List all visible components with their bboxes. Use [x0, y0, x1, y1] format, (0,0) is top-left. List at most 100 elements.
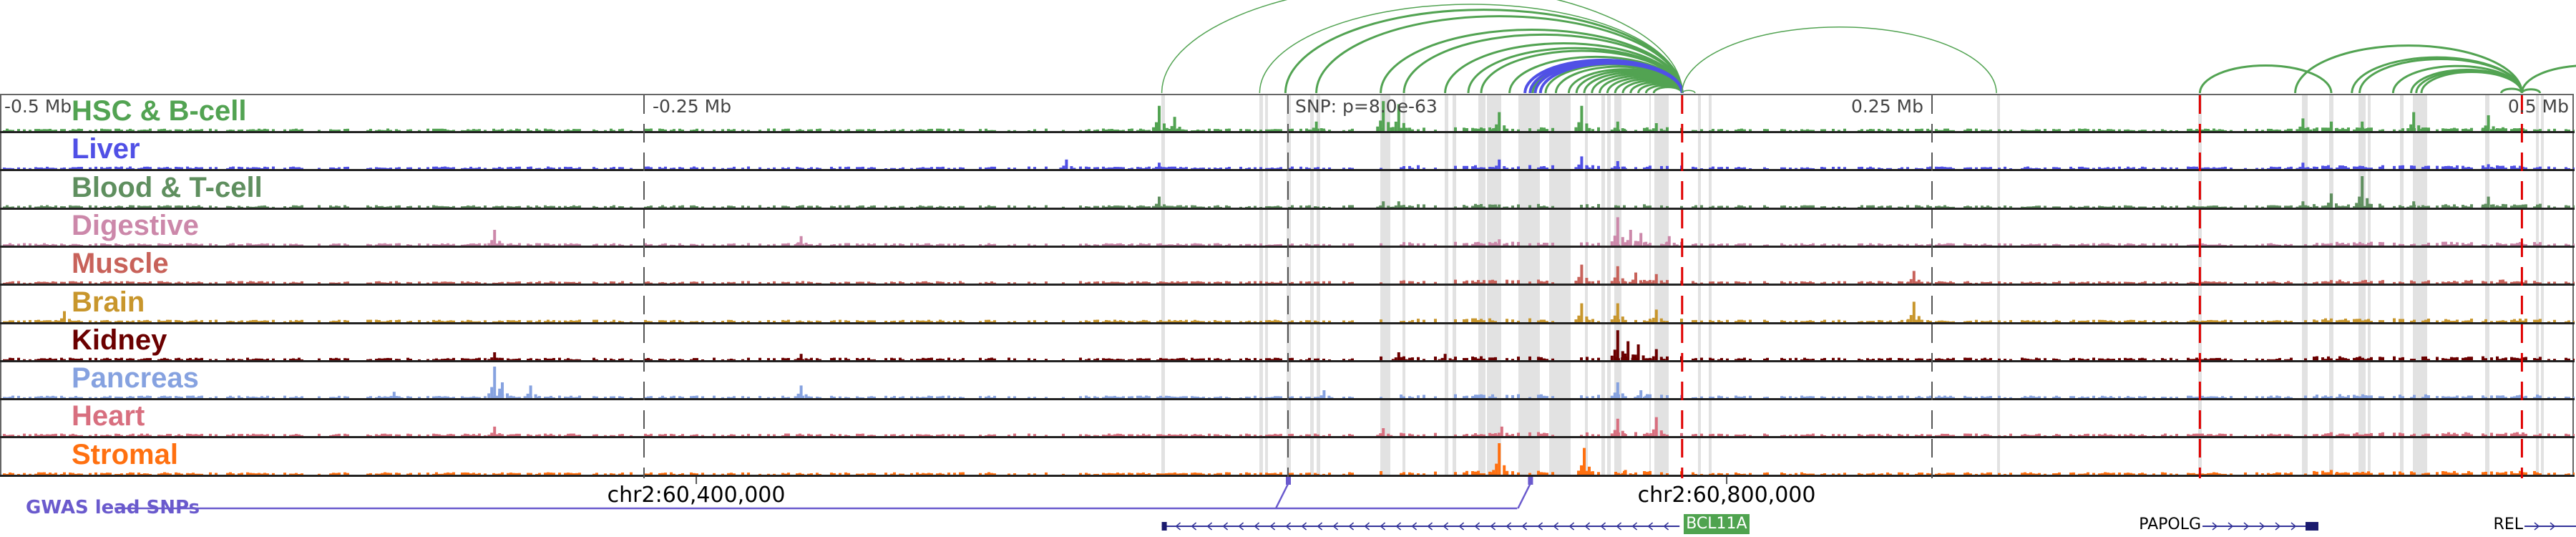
signal-bar [1838, 243, 1840, 246]
signal-bar [833, 435, 836, 437]
signal-bar [693, 243, 696, 246]
signal-bar [2381, 432, 2384, 437]
signal-bar [475, 358, 478, 360]
signal-bar [1712, 358, 1714, 360]
signal-bar [2164, 243, 2167, 246]
signal-peak [1654, 349, 1658, 360]
signal-bar [2510, 357, 2513, 360]
signal-bar [1136, 281, 1139, 284]
signal-bar [2441, 320, 2444, 322]
signal-bar [2522, 320, 2524, 322]
signal-bar [1342, 168, 1345, 170]
signal-bar [673, 168, 675, 170]
signal-bar [2413, 319, 2416, 322]
signal-bar [2364, 280, 2367, 284]
signal-bar [369, 168, 372, 170]
signal-bar [229, 359, 232, 360]
signal-bar [1088, 358, 1091, 360]
signal-bar [1093, 244, 1096, 246]
signal-bar [2482, 320, 2484, 322]
signal-bar [1918, 244, 1921, 246]
signal-bar [2072, 244, 2075, 246]
signal-bar [1271, 129, 1274, 131]
signal-bar [2324, 243, 2327, 246]
signal-peak-shoulder [1166, 168, 1169, 170]
signal-bar [1454, 127, 1457, 131]
signal-bar [2192, 397, 2195, 399]
signal-bar [2364, 244, 2367, 246]
signal-bar [1763, 281, 1766, 284]
signal-bar [1643, 168, 1646, 170]
signal-bar [1969, 434, 1972, 437]
signal-bar [2024, 244, 2026, 246]
signal-bar [2553, 128, 2556, 131]
signal-bar [2084, 397, 2087, 399]
signal-bar [2424, 244, 2427, 246]
signal-bar [132, 358, 135, 360]
signal-bar [1131, 396, 1133, 399]
signal-bar [1966, 281, 1969, 284]
signal-bar [819, 243, 821, 246]
signal-bar [1511, 359, 1514, 360]
signal-bar [2330, 168, 2333, 170]
signal-bar [100, 128, 103, 131]
highlight-stripe [2541, 95, 2544, 477]
signal-bar [1743, 243, 1746, 246]
signal-bar [575, 397, 578, 399]
signal-bar [2290, 243, 2293, 246]
signal-bar [255, 358, 258, 360]
signal-bar [200, 282, 203, 284]
signal-bar [1694, 397, 1697, 399]
signal-peak-shoulder [1155, 203, 1158, 208]
signal-bar [1800, 359, 1803, 360]
signal-bar [535, 358, 538, 360]
signal-bar [2132, 206, 2135, 208]
signal-bar [2499, 205, 2502, 208]
signal-bar [2424, 394, 2427, 399]
signal-bar [1921, 397, 1923, 399]
signal-bar [527, 128, 530, 131]
signal-bar [512, 282, 515, 284]
signal-bar [781, 319, 784, 322]
signal-bar [2275, 395, 2278, 399]
signal-peak [1616, 382, 1619, 399]
signal-bar [2547, 166, 2550, 170]
signal-bar [1843, 358, 1846, 360]
signal-peak-shoulder [1626, 240, 1629, 246]
signal-bar [74, 396, 77, 399]
signal-bar [255, 167, 258, 170]
signal-bar [1749, 168, 1752, 170]
signal-peak-shoulder [1652, 128, 1655, 131]
signal-bar [1918, 168, 1921, 170]
signal-bar [856, 206, 859, 208]
signal-bar [930, 283, 933, 284]
signal-bar [2344, 397, 2347, 399]
signal-bar [1185, 205, 1188, 208]
signal-peak-shoulder [1629, 281, 1631, 284]
signal-bar [409, 434, 412, 437]
signal-bar [469, 243, 472, 246]
signal-bar [2284, 359, 2287, 360]
signal-bar [441, 128, 444, 131]
signal-bar [1434, 433, 1437, 437]
signal-bar [1219, 396, 1222, 399]
signal-bar [2152, 130, 2155, 131]
signal-bar [664, 206, 667, 208]
signal-bar [2456, 165, 2459, 170]
signal-bar [1317, 128, 1319, 131]
signal-bar [1692, 281, 1694, 284]
signal-bar [1113, 243, 1116, 246]
signal-bar [2444, 166, 2447, 170]
signal-bar [1660, 166, 1663, 170]
signal-bar [1483, 243, 1485, 246]
signal-bar [2201, 205, 2204, 208]
signal-bar [1079, 243, 1082, 246]
signal-bar [197, 168, 200, 170]
signal-bar [2098, 434, 2101, 437]
signal-bar [833, 130, 836, 131]
signal-bar [604, 168, 607, 170]
signal-bar [378, 243, 381, 246]
signal-bar [1580, 357, 1583, 360]
signal-bar [17, 395, 20, 399]
signal-bar [733, 359, 736, 360]
